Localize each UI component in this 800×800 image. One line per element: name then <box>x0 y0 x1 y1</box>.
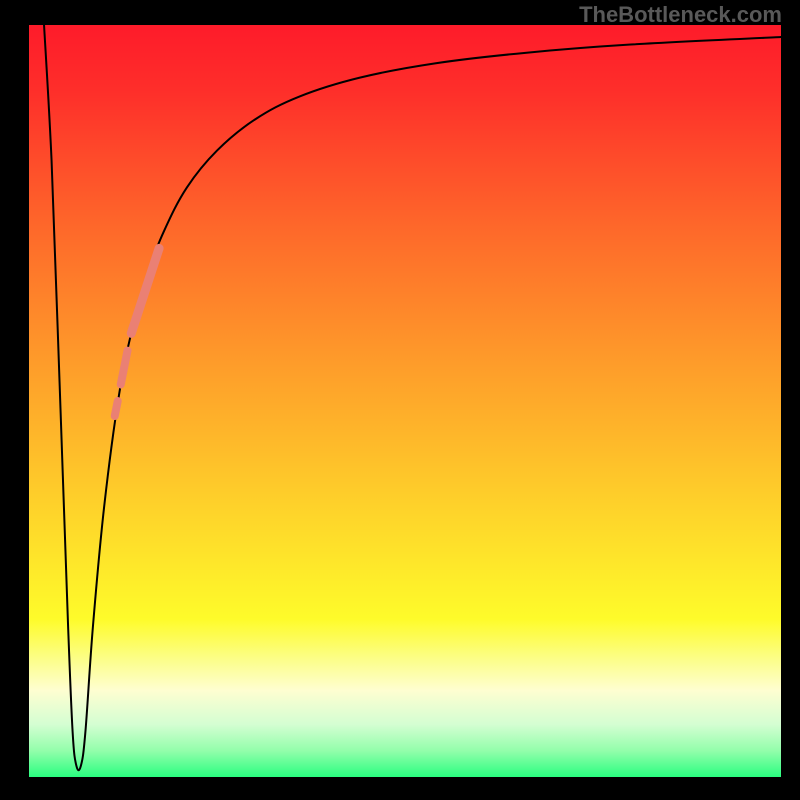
plot-area <box>29 25 781 777</box>
highlight-segment <box>115 401 118 416</box>
plot-svg <box>29 25 781 777</box>
watermark-text: TheBottleneck.com <box>579 2 782 28</box>
plot-background <box>29 25 781 777</box>
chart-root: TheBottleneck.com <box>0 0 800 800</box>
